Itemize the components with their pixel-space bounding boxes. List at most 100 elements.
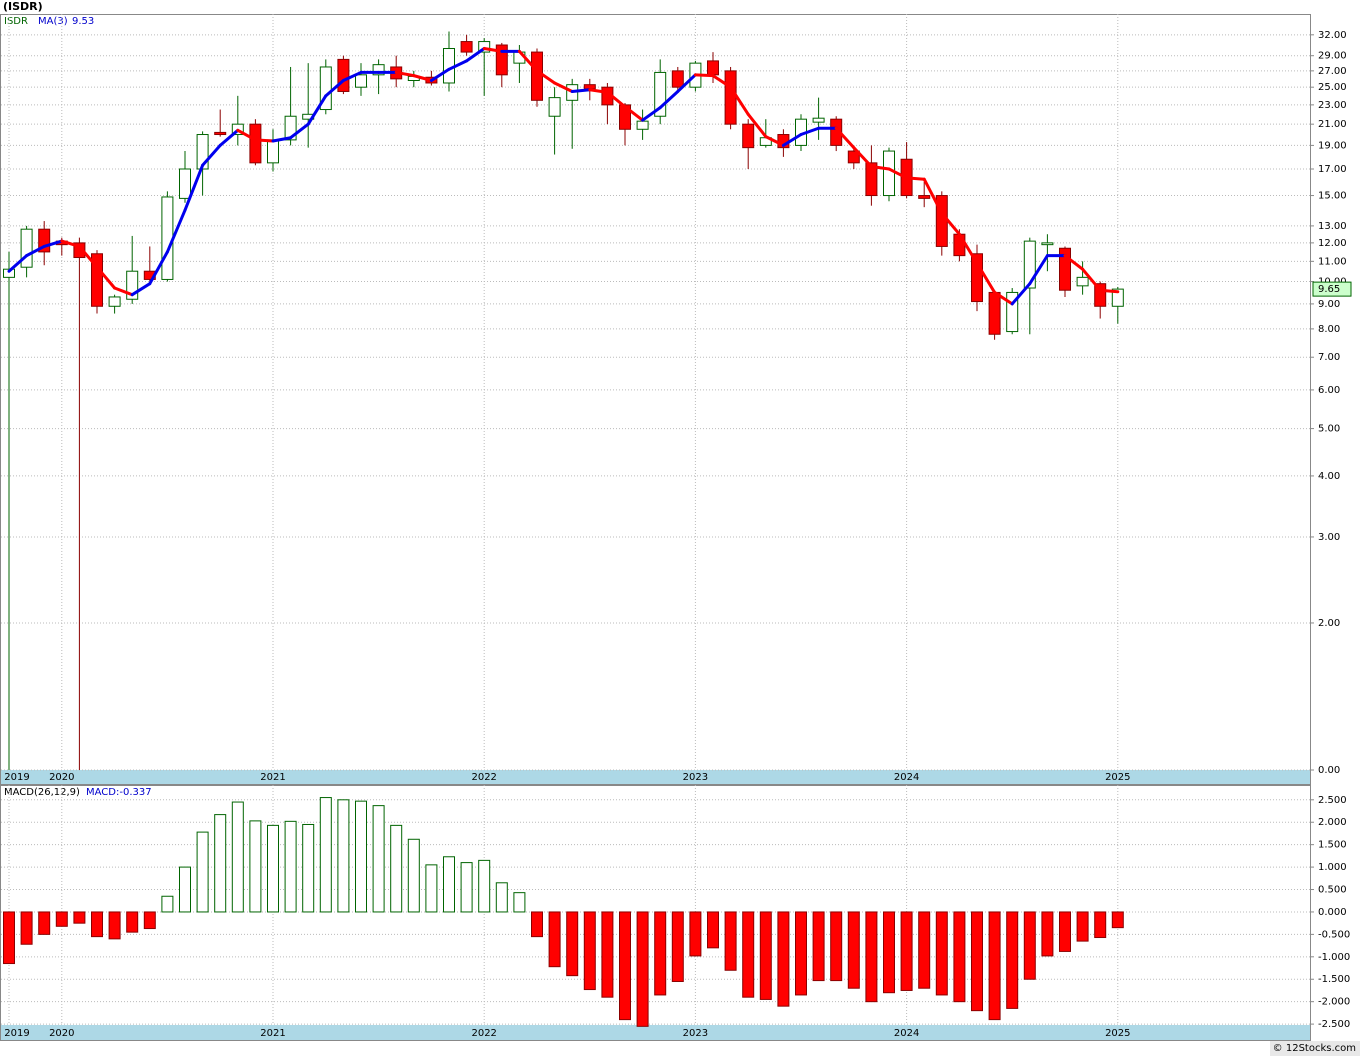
macd-bar <box>495 882 508 913</box>
macd-bar <box>847 911 860 989</box>
ma-segment <box>447 59 469 71</box>
macd-bar <box>1041 911 1054 957</box>
y-tick-label: -1.000 <box>1318 952 1350 963</box>
y-tick-label: 3.00 <box>1318 532 1340 543</box>
x-tick-label: 2023 <box>683 1028 708 1039</box>
x-tick-label: 2019 <box>4 772 29 783</box>
macd-bar <box>1094 911 1107 939</box>
macd-bar <box>249 820 262 913</box>
candle-body <box>548 97 561 117</box>
ma-segment <box>852 146 873 169</box>
candle-body <box>355 74 367 88</box>
y-tick-label: 13.00 <box>1318 221 1347 232</box>
x-tick-label: 2024 <box>894 772 919 783</box>
y-tick-label: 7.00 <box>1318 352 1340 363</box>
macd-bar <box>1076 911 1089 942</box>
year-band <box>1 1025 1310 1040</box>
ma-segment <box>148 250 169 286</box>
ma-segment <box>764 135 785 147</box>
macd-bar <box>883 911 895 994</box>
y-tick-label: 5.00 <box>1318 424 1340 435</box>
candle-body <box>372 64 385 76</box>
candle-body <box>707 60 719 76</box>
macd-bar <box>20 911 33 945</box>
candle-body <box>1041 242 1054 246</box>
candle-body <box>865 162 878 197</box>
legend-ma: MA(3) <box>38 16 68 27</box>
macd-bar <box>284 820 297 913</box>
macd-bar <box>55 911 68 927</box>
candle-body <box>988 291 1001 335</box>
y-tick-label: 2.500 <box>1318 795 1347 806</box>
macd-bar <box>337 799 350 913</box>
macd-bar <box>900 911 913 991</box>
candle-body <box>1023 240 1036 289</box>
candle-body <box>460 41 473 53</box>
macd-bar <box>724 911 737 971</box>
ma-segment <box>993 290 1014 306</box>
macd-bar <box>742 911 755 998</box>
ma-segment <box>271 136 293 143</box>
ma-segment <box>535 69 557 85</box>
legend-ma-value: 9.53 <box>72 16 94 27</box>
ma-segment <box>957 232 979 265</box>
y-tick-label: 21.00 <box>1318 119 1347 130</box>
ma-segment <box>25 244 46 258</box>
ma-segment <box>394 70 416 78</box>
candle-body <box>1111 288 1124 307</box>
macd-bar <box>812 911 825 982</box>
candle-body <box>319 66 332 111</box>
macd-bar <box>531 911 543 938</box>
ma-segment <box>130 282 152 297</box>
ma-segment <box>623 105 645 122</box>
ma-segment <box>253 138 275 143</box>
macd-bar <box>865 911 878 1003</box>
macd-bar <box>407 838 420 913</box>
macd-bar <box>355 800 367 913</box>
year-band <box>1 770 1310 784</box>
ma-segment <box>975 261 997 294</box>
ma-segment <box>341 70 363 83</box>
ma-segment <box>887 167 909 180</box>
last-price-box <box>1312 281 1352 297</box>
y-tick-label: 11.00 <box>1318 256 1347 267</box>
ma-segment <box>553 81 574 93</box>
candle-body <box>126 270 139 300</box>
y-tick-label: 29.00 <box>1318 51 1347 62</box>
ma-segment <box>588 88 609 94</box>
ma-segment <box>77 244 99 269</box>
ma-segment <box>1028 254 1049 286</box>
macd-bar <box>777 911 790 1007</box>
ma-segment <box>1081 267 1102 292</box>
y-tick-label: -2.500 <box>1318 1019 1350 1030</box>
candle-body <box>918 195 931 199</box>
x-tick-label: 2021 <box>260 772 285 783</box>
candle-body <box>1059 247 1071 291</box>
candle-body <box>636 120 649 130</box>
ma-segment <box>605 90 627 109</box>
ma-segment <box>693 73 715 78</box>
macd-bar <box>601 911 614 998</box>
macd-bar <box>179 866 191 913</box>
ma-segment <box>429 67 451 83</box>
ma-segment <box>869 165 891 171</box>
y-tick-label: 32.00 <box>1318 30 1347 41</box>
macd-bar <box>231 801 244 913</box>
legend-macd: MACD(26,12,9) <box>4 787 80 798</box>
macd-bar <box>1059 911 1071 952</box>
ma-segment <box>729 85 750 116</box>
ma-segment <box>95 265 117 290</box>
candle-body <box>971 253 983 303</box>
macd-bar <box>73 911 86 924</box>
ma-segment <box>781 133 803 147</box>
candle-body <box>443 48 455 84</box>
macd-bar <box>126 911 139 933</box>
ma-segment <box>1063 254 1085 271</box>
ma-segment <box>201 143 222 167</box>
candle-body <box>179 168 191 199</box>
macd-bar <box>196 831 209 913</box>
ma-segment <box>482 47 504 53</box>
ma-segment <box>7 254 29 273</box>
candle-body <box>531 51 543 101</box>
